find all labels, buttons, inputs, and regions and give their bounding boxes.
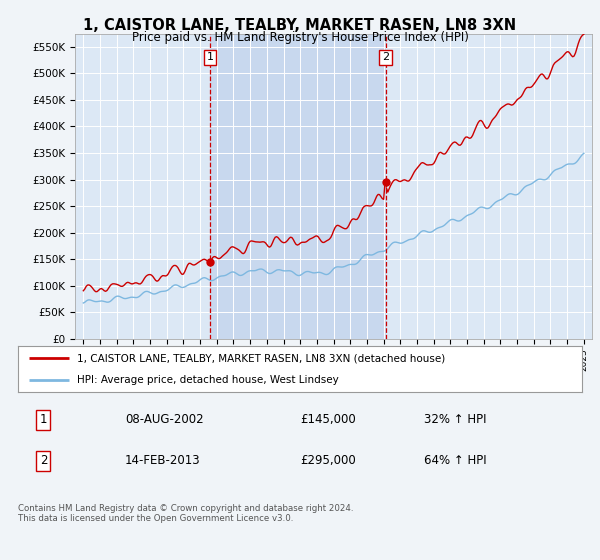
- Text: 1, CAISTOR LANE, TEALBY, MARKET RASEN, LN8 3XN: 1, CAISTOR LANE, TEALBY, MARKET RASEN, L…: [83, 18, 517, 33]
- Text: £145,000: £145,000: [300, 413, 356, 426]
- Text: 1: 1: [206, 53, 214, 63]
- Text: Price paid vs. HM Land Registry's House Price Index (HPI): Price paid vs. HM Land Registry's House …: [131, 31, 469, 44]
- Text: 64% ↑ HPI: 64% ↑ HPI: [424, 454, 487, 467]
- Text: 14-FEB-2013: 14-FEB-2013: [125, 454, 201, 467]
- Text: 32% ↑ HPI: 32% ↑ HPI: [424, 413, 487, 426]
- Text: 2: 2: [40, 454, 47, 467]
- Text: Contains HM Land Registry data © Crown copyright and database right 2024.
This d: Contains HM Land Registry data © Crown c…: [18, 504, 353, 524]
- Text: £295,000: £295,000: [300, 454, 356, 467]
- Text: 1: 1: [40, 413, 47, 426]
- Text: 08-AUG-2002: 08-AUG-2002: [125, 413, 204, 426]
- Bar: [210, 34, 386, 339]
- Text: HPI: Average price, detached house, West Lindsey: HPI: Average price, detached house, West…: [77, 375, 339, 385]
- Text: 1, CAISTOR LANE, TEALBY, MARKET RASEN, LN8 3XN (detached house): 1, CAISTOR LANE, TEALBY, MARKET RASEN, L…: [77, 353, 445, 363]
- Text: 2: 2: [382, 53, 389, 63]
